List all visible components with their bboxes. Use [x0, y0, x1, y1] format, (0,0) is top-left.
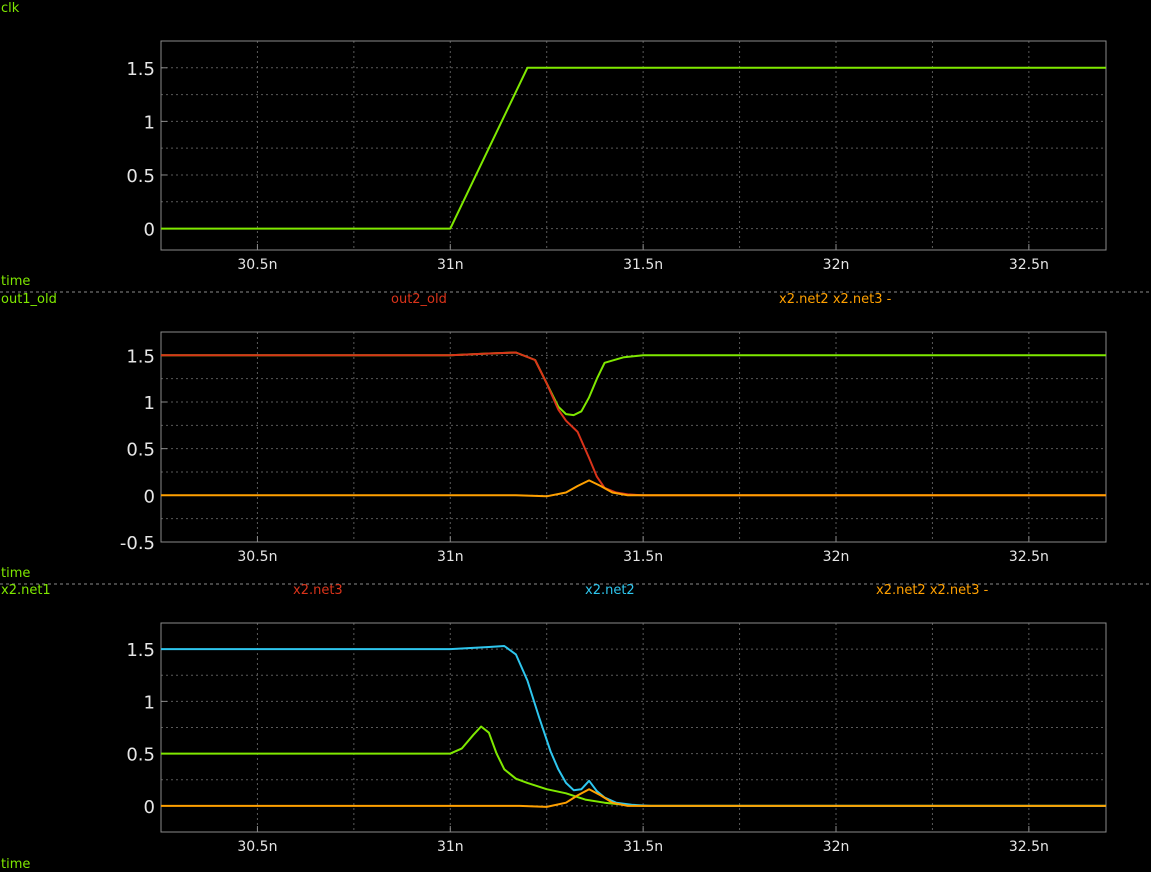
- legend-entry[interactable]: x2.net2: [585, 583, 635, 598]
- x-tick-label: 32.5n: [1009, 549, 1049, 565]
- legend-entry[interactable]: x2.net3: [293, 583, 343, 598]
- series-line-x2-net2-x2-net3-: [161, 479, 1106, 498]
- x-tick-label: 31.5n: [623, 549, 663, 565]
- plot-frame: [160, 40, 1107, 251]
- y-tick-label: 1: [144, 112, 155, 133]
- grid: [161, 623, 1106, 832]
- x-tick-label: 32n: [823, 549, 850, 565]
- y-tick-label: 0: [144, 220, 155, 241]
- plot-frame: [160, 622, 1107, 833]
- series-line-x2-net1: [161, 725, 1106, 807]
- series-line-out1-old: [161, 351, 1106, 417]
- legend-entry[interactable]: x2.net2 x2.net3 -: [779, 292, 892, 307]
- series-group: [161, 351, 1106, 498]
- y-tick-label: 0.5: [126, 166, 155, 187]
- legend-entry[interactable]: x2.net2 x2.net3 -: [876, 583, 989, 598]
- x-tick-label: 30.5n: [237, 257, 277, 273]
- y-tick-label: 0: [144, 486, 155, 507]
- y-tick-label: 1: [144, 393, 155, 414]
- x-axis-label: time: [1, 566, 30, 581]
- x-tick-label: 31n: [437, 257, 464, 273]
- series-group: [161, 66, 1106, 230]
- series-group: [161, 645, 1106, 808]
- y-tick-label: 1: [144, 692, 155, 713]
- series-line-x2-net2: [161, 645, 1106, 807]
- x-tick-label: 32.5n: [1009, 257, 1049, 273]
- x-tick-label: 31n: [437, 549, 464, 565]
- legend-entry[interactable]: clk: [1, 1, 20, 16]
- x-axis-label: time: [1, 274, 30, 289]
- grid: [161, 332, 1106, 542]
- series-line-clk: [161, 66, 1106, 230]
- legend-entry[interactable]: x2.net1: [1, 583, 51, 598]
- series-line-x2-net2-x2-net3-: [161, 788, 1106, 808]
- x-tick-label: 30.5n: [237, 549, 277, 565]
- x-tick-label: 32n: [823, 257, 850, 273]
- y-tick-label: 0.5: [126, 745, 155, 766]
- x-tick-label: 32n: [823, 839, 850, 855]
- panel-2: -0.5 0 0.5 1 1.5 30.5n 31n 31.5n 32n 32.5n time out…: [0, 291, 1151, 581]
- x-tick-label: 31.5n: [623, 839, 663, 855]
- x-tick-label: 31n: [437, 839, 464, 855]
- x-tick-label: 32.5n: [1009, 839, 1049, 855]
- series-line-out2-old: [161, 351, 1106, 497]
- legend-entry[interactable]: out2_old: [391, 292, 447, 307]
- panel-1: 0 0.5 1 1.5 30.5n 31n 31.5n 32n 32.5n time clk: [1, 1, 1107, 289]
- y-tick-label: 1.5: [126, 59, 155, 80]
- y-tick-label: 1.5: [126, 640, 155, 661]
- plot-frame: [160, 331, 1107, 543]
- grid: [161, 41, 1106, 250]
- x-axis-label: time: [1, 857, 30, 872]
- x-tick-label: 30.5n: [237, 839, 277, 855]
- legend-entry[interactable]: out1_old: [1, 292, 57, 307]
- y-tick-label: 0.5: [126, 440, 155, 461]
- panel-3: 0 0.5 1 1.5 30.5n 31n 31.5n 32n 32.5n time x2.net1…: [0, 583, 1151, 872]
- y-tick-label: 1.5: [126, 346, 155, 367]
- x-tick-label: 31.5n: [623, 257, 663, 273]
- y-tick-label: 0: [144, 797, 155, 818]
- y-tick-label: -0.5: [120, 533, 155, 554]
